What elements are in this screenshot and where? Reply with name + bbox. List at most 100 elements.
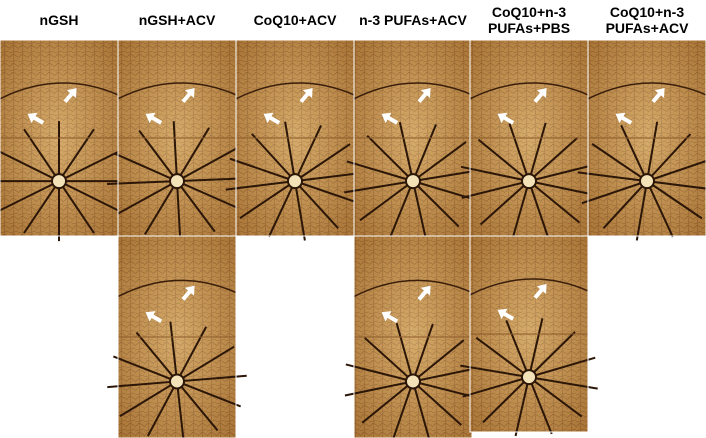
vessel bbox=[176, 127, 210, 182]
vessel bbox=[58, 180, 95, 234]
column-header: CoQ10+n-3 PUFAs+ACV bbox=[605, 4, 689, 36]
vessel bbox=[646, 160, 706, 183]
arrow bbox=[615, 112, 633, 125]
retina-panel bbox=[107, 235, 247, 438]
vessel bbox=[176, 326, 208, 382]
vessel bbox=[146, 380, 178, 437]
vessel bbox=[114, 152, 178, 183]
vessel bbox=[176, 380, 242, 408]
vessel bbox=[229, 157, 296, 183]
vessel bbox=[395, 322, 414, 382]
arrow bbox=[63, 87, 77, 104]
panel-border bbox=[587, 39, 706, 237]
arrow bbox=[533, 283, 547, 300]
vessel bbox=[107, 380, 178, 389]
vessel bbox=[528, 180, 581, 224]
vessel bbox=[344, 180, 414, 194]
arrow bbox=[533, 87, 547, 104]
vessel bbox=[23, 180, 60, 234]
arrow bbox=[181, 285, 195, 301]
vessel bbox=[392, 381, 414, 438]
optic-disc bbox=[169, 373, 185, 390]
vessel bbox=[345, 363, 414, 383]
vessel bbox=[646, 121, 659, 182]
vessel bbox=[225, 180, 296, 191]
optic-disc bbox=[405, 173, 421, 190]
vessel bbox=[176, 180, 240, 210]
vessel bbox=[58, 150, 121, 183]
vessel bbox=[462, 376, 530, 398]
optic-disc bbox=[521, 369, 537, 386]
vessel bbox=[620, 124, 648, 182]
vessel bbox=[294, 171, 365, 183]
vessel bbox=[591, 143, 648, 182]
arrow bbox=[417, 87, 431, 104]
panel-border bbox=[469, 235, 589, 433]
arrow bbox=[145, 311, 163, 324]
vessel bbox=[176, 147, 237, 182]
vessel bbox=[119, 380, 178, 418]
optic-disc bbox=[287, 173, 303, 190]
vessel bbox=[528, 163, 597, 183]
vessel bbox=[511, 180, 530, 240]
vessel bbox=[294, 125, 323, 182]
vessel bbox=[412, 323, 434, 382]
column-header: CoQ10+ACV bbox=[253, 12, 337, 28]
vessel bbox=[469, 278, 589, 296]
arrow bbox=[417, 285, 431, 301]
vessel bbox=[176, 345, 235, 383]
vessel bbox=[389, 180, 414, 239]
vessel bbox=[412, 141, 467, 182]
vessel bbox=[514, 376, 530, 437]
vessel bbox=[0, 82, 119, 100]
arrow bbox=[263, 112, 281, 125]
vessel bbox=[477, 138, 530, 182]
vessel bbox=[176, 381, 185, 438]
vessel bbox=[58, 180, 121, 213]
vessel bbox=[169, 321, 178, 382]
vessel bbox=[587, 82, 706, 100]
arrow bbox=[181, 87, 195, 104]
arrow bbox=[381, 311, 399, 324]
vessel bbox=[528, 376, 583, 418]
vessel bbox=[176, 177, 247, 183]
vessel bbox=[117, 180, 178, 215]
vessel bbox=[344, 380, 414, 397]
vessel bbox=[412, 124, 437, 182]
vessel bbox=[479, 180, 530, 226]
vessel bbox=[0, 180, 60, 212]
vessel bbox=[412, 339, 465, 383]
panel-border bbox=[117, 235, 237, 438]
vessel bbox=[460, 165, 530, 183]
vessel bbox=[144, 180, 178, 235]
retina-panel bbox=[107, 39, 247, 242]
arrow bbox=[651, 87, 665, 104]
vessel bbox=[107, 180, 178, 185]
vessel bbox=[412, 381, 430, 438]
vessel bbox=[239, 180, 296, 219]
vessel bbox=[635, 180, 648, 241]
vessel bbox=[646, 180, 703, 220]
vessel bbox=[353, 279, 473, 298]
column-header: nGSH bbox=[39, 12, 79, 28]
vessel bbox=[176, 380, 219, 431]
vessel bbox=[528, 356, 596, 379]
vessel bbox=[528, 122, 547, 182]
arrow bbox=[381, 112, 399, 125]
vessel bbox=[172, 121, 178, 182]
vessel bbox=[176, 374, 247, 383]
vessel bbox=[176, 181, 182, 242]
retina-panel bbox=[344, 235, 482, 438]
vessel bbox=[528, 376, 598, 390]
column-header: CoQ10+n-3 PUFAs+PBS bbox=[487, 4, 571, 36]
vessel bbox=[366, 135, 414, 182]
vessel bbox=[528, 318, 544, 378]
vessel bbox=[646, 180, 706, 190]
arrow bbox=[299, 87, 313, 104]
optic-disc bbox=[51, 173, 67, 190]
retina-panel bbox=[0, 39, 129, 242]
vessel bbox=[475, 336, 530, 378]
vessel bbox=[294, 180, 339, 230]
vessel bbox=[176, 180, 216, 233]
